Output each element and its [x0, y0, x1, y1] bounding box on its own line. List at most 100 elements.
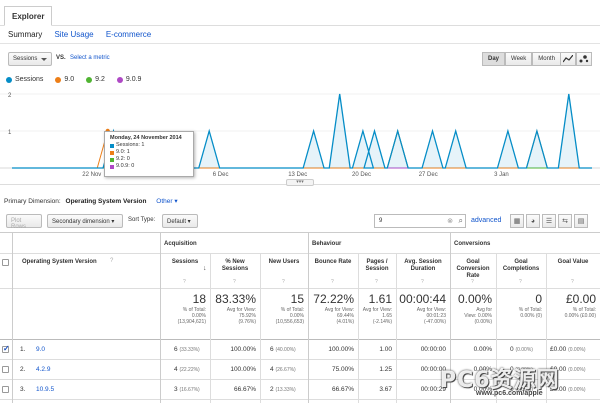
- primary-dimension-value[interactable]: Operating System Version: [65, 198, 147, 205]
- legend-item[interactable]: 9.2: [86, 76, 105, 83]
- other-dimension-link[interactable]: Other ▾: [156, 198, 178, 205]
- goal-value-cell: £0.00 (0.00%): [550, 386, 586, 393]
- help-icon[interactable]: ?: [519, 279, 522, 285]
- tooltip-row: 9.0: 1: [110, 149, 188, 156]
- divider: [0, 253, 600, 254]
- new-users-cell: 2 (13.33%): [270, 386, 296, 393]
- new-users-cell: 6 (40.00%): [270, 346, 296, 353]
- advanced-filter-link[interactable]: advanced: [471, 217, 502, 224]
- help-icon[interactable]: ?: [421, 279, 424, 285]
- select-metric-link[interactable]: Select a metric: [70, 55, 110, 61]
- search-input-value: 9: [379, 218, 383, 224]
- divider: [0, 399, 600, 400]
- subnav-ecommerce[interactable]: E-commerce: [105, 30, 152, 39]
- metric-dropdown[interactable]: Sessions: [8, 52, 52, 66]
- column-header[interactable]: Goal Completions: [502, 259, 540, 272]
- comparison-view-icon[interactable]: ⇆: [558, 214, 572, 228]
- column-header[interactable]: Goal Value: [557, 259, 589, 265]
- goal-conversion-cell: 0.00%: [473, 346, 492, 353]
- sort-descending-icon[interactable]: ↓: [203, 265, 207, 272]
- divider: [358, 253, 359, 403]
- tooltip-row: Sessions: 1: [110, 142, 188, 149]
- legend-item[interactable]: 9.0.9: [116, 76, 141, 83]
- help-icon[interactable]: ?: [571, 279, 574, 285]
- help-icon[interactable]: ?: [183, 279, 186, 285]
- sort-type-dropdown[interactable]: Default ▾: [162, 214, 198, 228]
- row-checkbox[interactable]: [2, 344, 10, 353]
- total-detail: 00:01:23: [426, 313, 446, 319]
- table-view-icon[interactable]: ▦: [510, 214, 524, 228]
- y-tick-label: 2: [8, 93, 12, 99]
- row-checkbox[interactable]: [2, 386, 9, 393]
- bounce-rate-cell: 75.00%: [331, 366, 354, 373]
- granularity-buttons: Day Week Month: [482, 52, 561, 66]
- column-header[interactable]: Avg. Session Duration: [404, 259, 442, 272]
- help-icon[interactable]: ?: [471, 279, 474, 285]
- subnav-site-usage[interactable]: Site Usage: [54, 30, 94, 39]
- column-header[interactable]: Goal Conversion Rate: [456, 259, 490, 279]
- total-detail: Avg for: [476, 307, 492, 313]
- bar-view-icon[interactable]: ☰: [542, 214, 556, 228]
- search-icon[interactable]: ⌕: [458, 216, 463, 225]
- metric-dropdown-value: Sessions: [13, 56, 38, 62]
- column-header[interactable]: % New Sessions: [221, 259, 249, 272]
- column-header[interactable]: Pages / Session: [365, 259, 389, 272]
- pivot-view-icon[interactable]: ▤: [574, 214, 588, 228]
- tooltip-row: 9.0.9: 0: [110, 163, 188, 170]
- table-search-input[interactable]: 9 ⊗ ⌕: [374, 214, 466, 228]
- week-button[interactable]: Week: [505, 52, 533, 66]
- help-icon[interactable]: ?: [331, 279, 334, 285]
- total-value: 72.22%: [313, 292, 354, 306]
- plot-rows-button[interactable]: Plot Rows: [6, 214, 42, 230]
- column-header[interactable]: Sessions: [171, 259, 199, 265]
- divider: [260, 253, 261, 403]
- clear-icon[interactable]: ⊗: [447, 218, 453, 225]
- x-tick-label: 6 Dec: [213, 172, 229, 178]
- chart-resize-handle[interactable]: ▾▾▾: [286, 179, 314, 186]
- total-detail: % of Total:: [518, 307, 542, 313]
- help-icon[interactable]: ?: [282, 279, 285, 285]
- behaviour-header: Behaviour: [312, 241, 342, 247]
- legend-dot-icon: [116, 76, 123, 83]
- pie-view-icon[interactable]: ◕: [526, 214, 540, 228]
- motion-chart-icon[interactable]: [576, 52, 592, 66]
- total-detail: 0.00% (£0.00): [564, 313, 596, 319]
- row-index: 1.: [20, 346, 26, 353]
- row-dimension-link[interactable]: 9.0: [36, 346, 46, 353]
- sort-type-label: Sort Type:: [128, 217, 156, 223]
- legend-item[interactable]: 9.0: [55, 76, 74, 83]
- total-detail: 69.44%: [337, 313, 354, 319]
- dimension-column-header[interactable]: Operating System Version: [22, 259, 97, 265]
- secondary-dimension-dropdown[interactable]: Secondary dimension ▾: [47, 214, 123, 228]
- column-header[interactable]: New Users: [268, 259, 300, 265]
- row-dimension-link[interactable]: 10.9.5: [36, 386, 55, 393]
- day-button[interactable]: Day: [482, 52, 506, 66]
- month-button[interactable]: Month: [532, 52, 561, 66]
- x-tick-label: 13 Dec: [288, 172, 307, 178]
- row-dimension-link[interactable]: 4.2.9: [36, 366, 51, 373]
- row-index: 2.: [20, 366, 26, 373]
- tab-explorer[interactable]: Explorer: [4, 6, 53, 26]
- total-value: 0: [535, 292, 542, 306]
- series-line-sessions: [12, 93, 592, 169]
- select-all-checkbox[interactable]: [2, 259, 9, 266]
- row-checkbox[interactable]: [2, 366, 9, 373]
- data-table: Acquisition Behaviour Conversions Operating…: [0, 232, 600, 403]
- line-chart-icon[interactable]: [560, 52, 576, 66]
- divider: [210, 253, 211, 403]
- chart-tooltip: Monday, 24 November 2014 Sessions: 1 9.0:…: [104, 131, 194, 177]
- legend-item[interactable]: Sessions: [6, 76, 43, 83]
- help-icon[interactable]: ?: [110, 258, 114, 264]
- pages-session-cell: 1.00: [379, 346, 392, 353]
- help-icon[interactable]: ?: [375, 279, 378, 285]
- help-icon[interactable]: ?: [233, 279, 236, 285]
- total-detail: (0.00%): [474, 319, 492, 325]
- total-detail: (9.76%): [238, 319, 256, 325]
- series-swatch-icon: [110, 157, 114, 162]
- column-header[interactable]: Bounce Rate: [314, 259, 352, 265]
- legend-dot-icon: [6, 76, 12, 83]
- goal-completions-cell: 0 (0.00%): [510, 386, 533, 393]
- total-value: £0.00: [565, 292, 596, 306]
- subnav-summary[interactable]: Summary: [8, 30, 43, 39]
